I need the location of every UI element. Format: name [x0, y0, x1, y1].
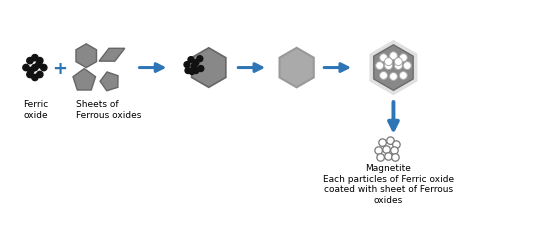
- Circle shape: [193, 68, 199, 74]
- Circle shape: [390, 52, 397, 60]
- Circle shape: [384, 62, 392, 70]
- Circle shape: [394, 62, 403, 70]
- Circle shape: [23, 65, 29, 72]
- Circle shape: [191, 64, 197, 70]
- Text: +: +: [52, 59, 67, 77]
- Circle shape: [377, 154, 384, 161]
- Circle shape: [36, 62, 42, 69]
- Circle shape: [36, 58, 43, 64]
- Circle shape: [188, 57, 194, 63]
- Circle shape: [379, 54, 388, 62]
- Circle shape: [394, 58, 403, 66]
- Circle shape: [384, 58, 392, 66]
- Circle shape: [399, 54, 407, 62]
- Text: Sheets of
Ferrous oxides: Sheets of Ferrous oxides: [76, 100, 142, 119]
- Circle shape: [32, 65, 38, 72]
- Circle shape: [375, 147, 382, 155]
- Circle shape: [185, 68, 191, 74]
- Circle shape: [393, 141, 400, 149]
- Circle shape: [379, 139, 386, 147]
- Circle shape: [390, 73, 397, 81]
- Polygon shape: [99, 49, 125, 62]
- Circle shape: [189, 69, 195, 75]
- Circle shape: [32, 75, 38, 81]
- Text: Ferric
oxide: Ferric oxide: [23, 100, 48, 119]
- Polygon shape: [100, 73, 118, 91]
- Circle shape: [403, 62, 411, 70]
- Polygon shape: [76, 45, 96, 68]
- Circle shape: [184, 62, 190, 68]
- Circle shape: [32, 55, 38, 62]
- Circle shape: [198, 66, 204, 72]
- Circle shape: [376, 62, 384, 70]
- Circle shape: [399, 72, 407, 80]
- Circle shape: [41, 65, 47, 72]
- Circle shape: [387, 137, 394, 145]
- Circle shape: [193, 60, 199, 66]
- Circle shape: [385, 153, 392, 160]
- Circle shape: [391, 147, 398, 155]
- Polygon shape: [371, 43, 416, 94]
- Circle shape: [392, 154, 399, 161]
- Polygon shape: [192, 49, 226, 88]
- Circle shape: [383, 146, 390, 154]
- Text: Magnetite
Each particles of Ferric oxide
coated with sheet of Ferrous
oxides: Magnetite Each particles of Ferric oxide…: [323, 164, 454, 204]
- Circle shape: [27, 58, 33, 64]
- Circle shape: [379, 72, 388, 80]
- Polygon shape: [280, 49, 314, 88]
- Circle shape: [28, 68, 34, 74]
- Polygon shape: [374, 46, 413, 91]
- Circle shape: [36, 72, 43, 78]
- Circle shape: [27, 72, 33, 78]
- Polygon shape: [73, 69, 95, 91]
- Circle shape: [197, 57, 203, 62]
